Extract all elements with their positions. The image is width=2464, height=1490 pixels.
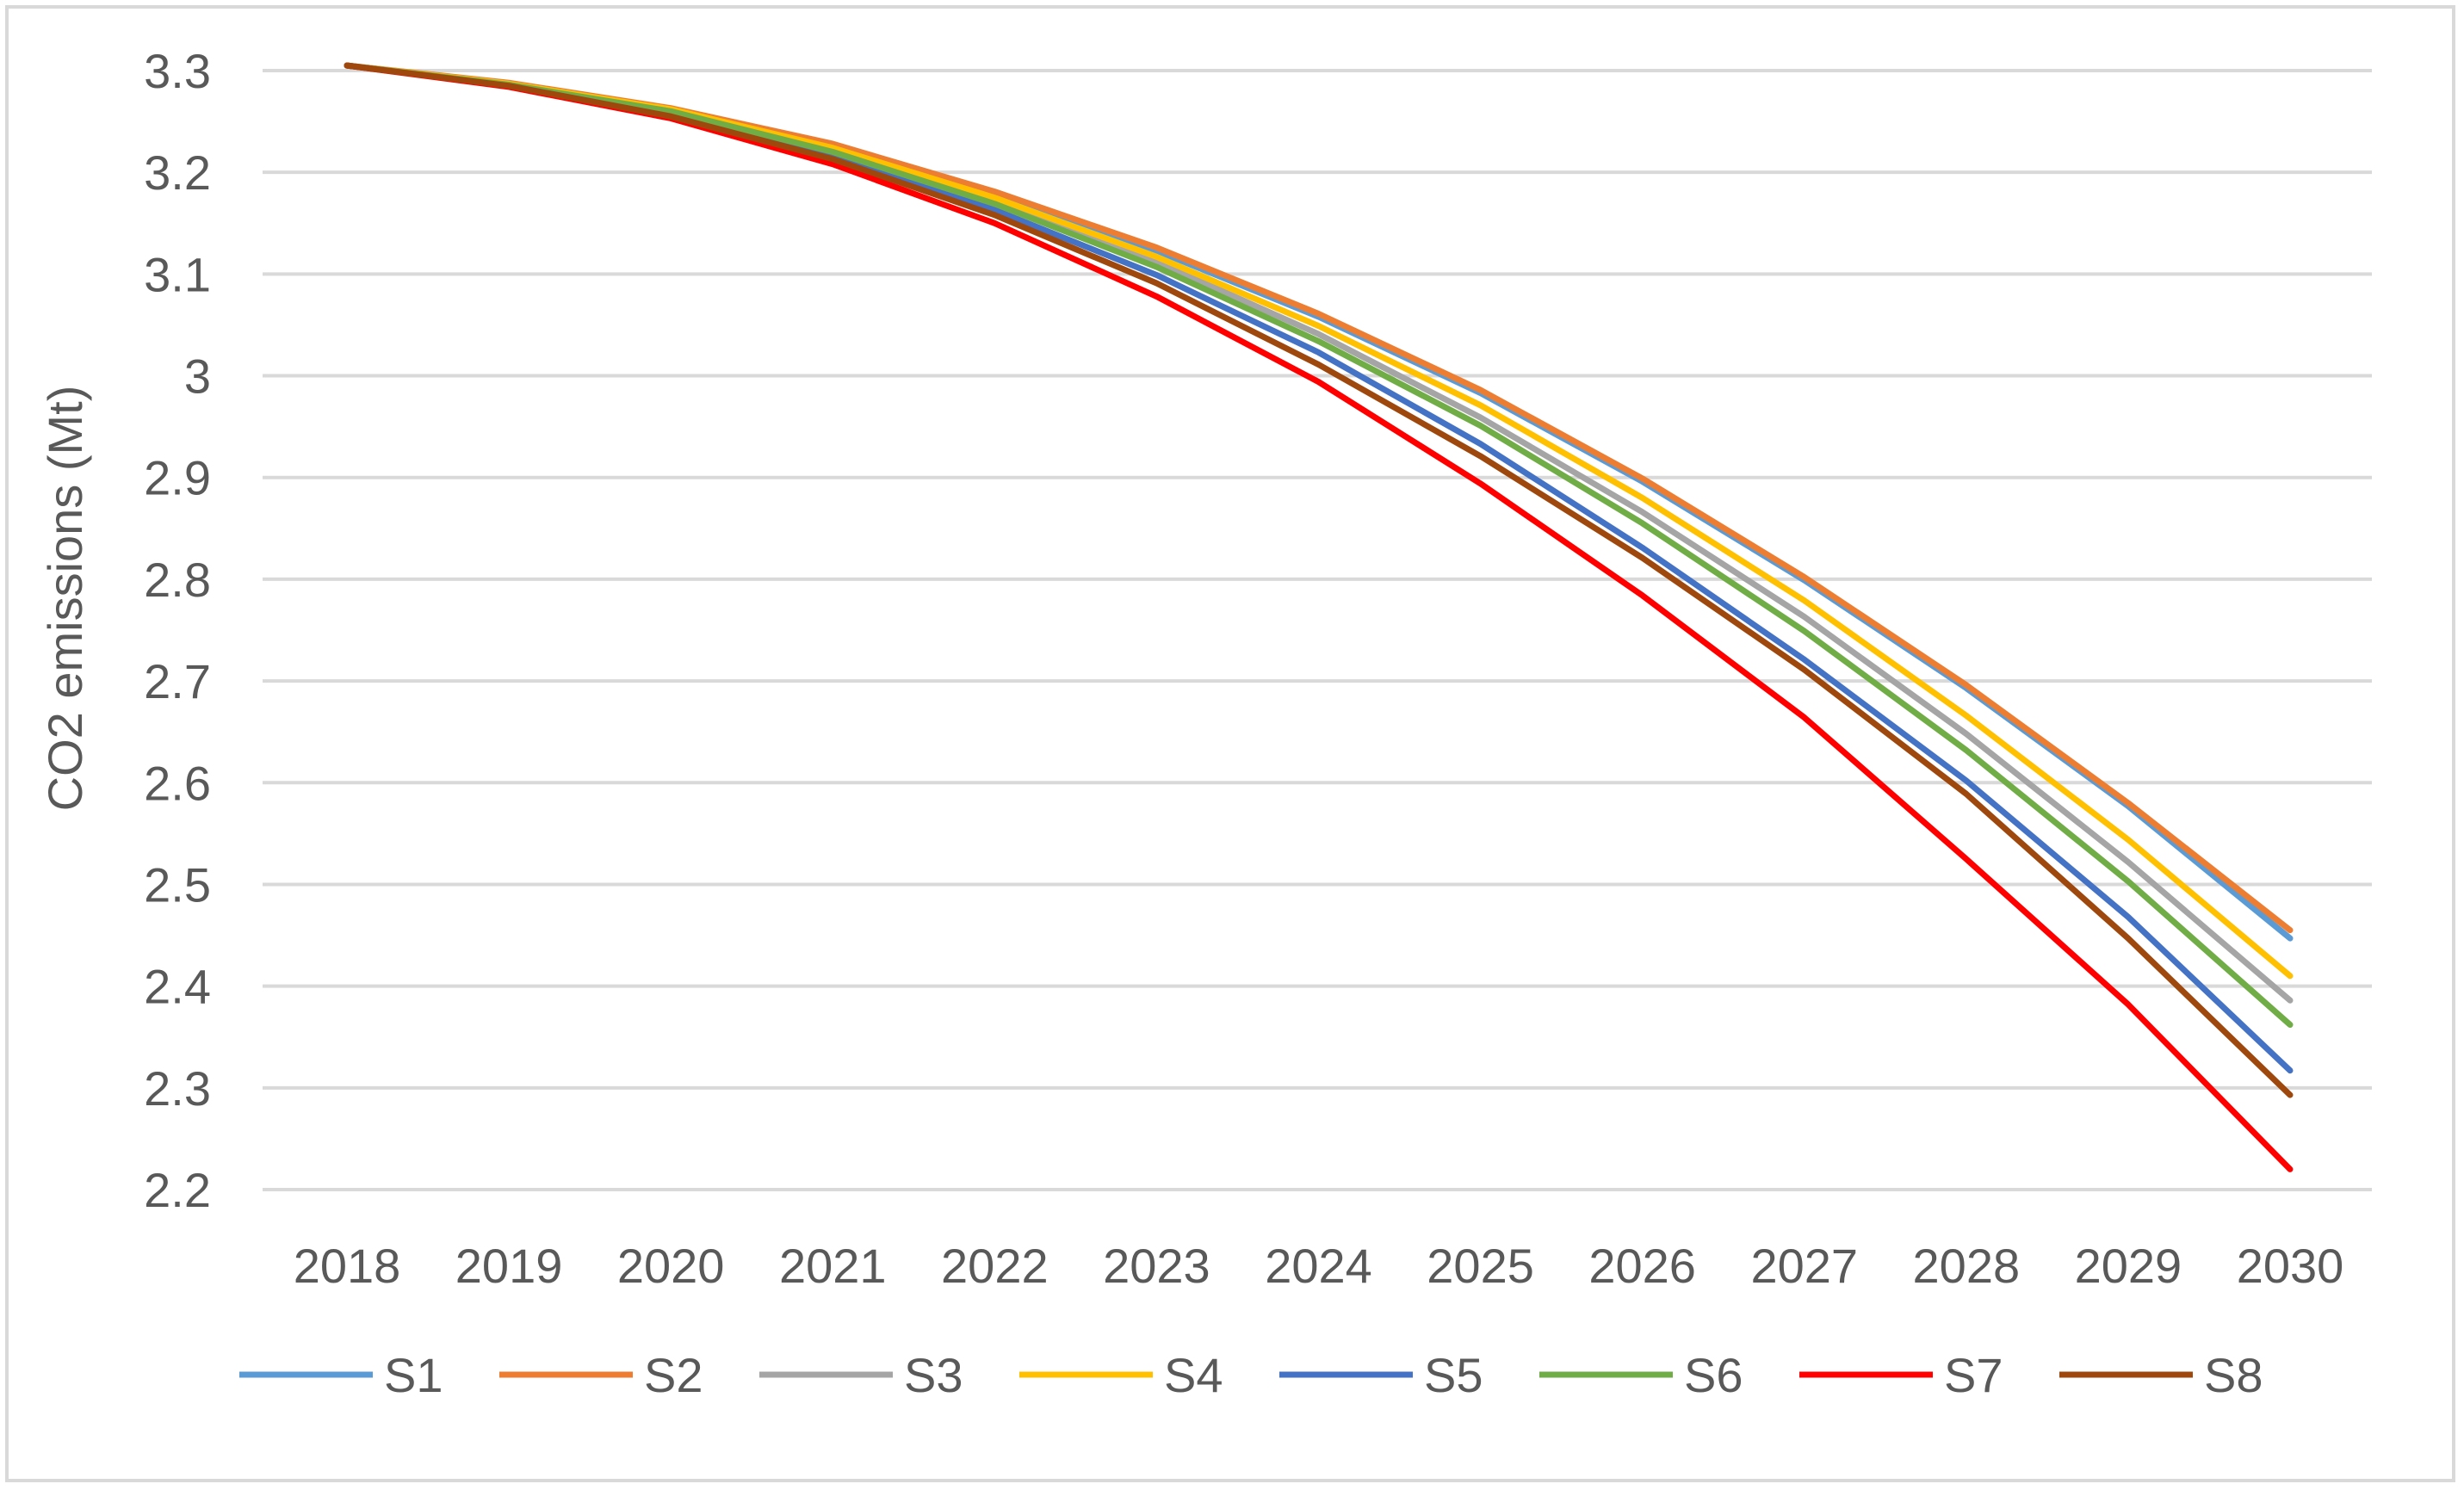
- y-tick-label: 3.1: [144, 247, 211, 301]
- legend-label-s5: S5: [1424, 1348, 1483, 1402]
- y-tick-label: 2.4: [144, 960, 211, 1014]
- x-tick-label: 2029: [2075, 1239, 2182, 1293]
- x-tick-label: 2018: [294, 1239, 401, 1293]
- y-tick-label: 2.8: [144, 553, 211, 607]
- legend-label-s3: S3: [904, 1348, 963, 1402]
- series-line-s3: [344, 62, 2294, 1004]
- y-tick-label: 3: [184, 349, 211, 404]
- y-tick-label: 2.5: [144, 857, 211, 912]
- y-tick-label: 2.3: [144, 1061, 211, 1116]
- gridlines: [263, 69, 2372, 1191]
- x-tick-label: 2021: [779, 1239, 887, 1293]
- legend-label-s2: S2: [644, 1348, 703, 1402]
- x-axis-ticks: 2018 2019 2020 2021 2022 2023 2024 2025 2026 2027…: [294, 1239, 2344, 1293]
- series-line-s7: [344, 62, 2294, 1172]
- y-tick-label: 3.3: [144, 44, 211, 98]
- y-axis-ticks: 3.3 3.2 3.1 3 2.9 2.8 2.7 2.6 2.5 2.4 2.3 2.2: [144, 44, 211, 1217]
- series-line-s4: [344, 62, 2294, 980]
- legend-label-s8: S8: [2204, 1348, 2263, 1402]
- x-tick-label: 2023: [1103, 1239, 1210, 1293]
- series-line-s5: [344, 62, 2294, 1074]
- x-tick-label: 2028: [1913, 1239, 2021, 1293]
- y-tick-label: 2.2: [144, 1163, 211, 1217]
- y-tick-label: 3.2: [144, 145, 211, 200]
- x-tick-label: 2027: [1750, 1239, 1858, 1293]
- series-lines: [344, 62, 2294, 1172]
- x-tick-label: 2030: [2237, 1239, 2344, 1293]
- series-line-s6: [344, 62, 2294, 1028]
- legend-label-s7: S7: [1944, 1348, 2003, 1402]
- series-line-s8: [344, 62, 2294, 1098]
- x-tick-label: 2024: [1265, 1239, 1372, 1293]
- legend: S1 S2 S3 S4 S5 S6 S7 S8: [239, 1348, 2263, 1402]
- x-tick-label: 2022: [941, 1239, 1049, 1293]
- x-tick-label: 2019: [455, 1239, 563, 1293]
- y-tick-label: 2.9: [144, 451, 211, 505]
- y-tick-label: 2.6: [144, 756, 211, 810]
- series-line-s2: [344, 62, 2294, 934]
- y-tick-label: 2.7: [144, 654, 211, 708]
- x-tick-label: 2020: [617, 1239, 725, 1293]
- x-tick-label: 2026: [1588, 1239, 1696, 1293]
- x-tick-label: 2025: [1427, 1239, 1534, 1293]
- y-axis-title: CO2 emissions (Mt): [38, 386, 92, 812]
- legend-label-s1: S1: [384, 1348, 443, 1402]
- legend-label-s4: S4: [1164, 1348, 1223, 1402]
- legend-label-s6: S6: [1684, 1348, 1743, 1402]
